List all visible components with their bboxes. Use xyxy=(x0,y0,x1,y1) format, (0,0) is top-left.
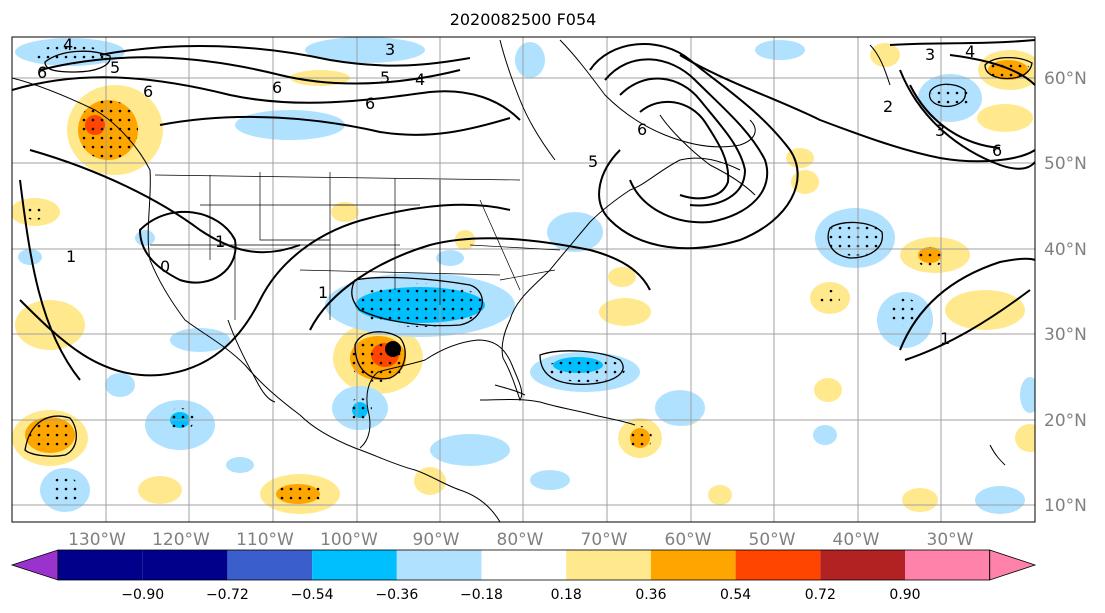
storm-center-marker xyxy=(385,341,401,357)
lon-label: 60°W xyxy=(665,530,712,550)
colorbar-segment xyxy=(905,550,990,580)
lon-label: 130°W xyxy=(68,530,126,550)
lon-label: 90°W xyxy=(413,530,460,550)
contour-label: 6 xyxy=(143,82,153,101)
lon-label: 40°W xyxy=(833,530,880,550)
colorbar-tick-label: −0.36 xyxy=(375,587,418,603)
colorbar-tick-label: −0.18 xyxy=(460,587,503,603)
colorbar-segment xyxy=(481,550,567,580)
lat-label: 20°N xyxy=(1044,411,1087,431)
contour-label: 0 xyxy=(160,257,170,276)
lat-label: 30°N xyxy=(1044,325,1087,345)
colorbar-segment xyxy=(227,550,313,580)
map-frame xyxy=(11,36,1036,523)
colorbar-extend-high xyxy=(989,549,1037,581)
lon-label: 70°W xyxy=(581,530,628,550)
lat-label: 50°N xyxy=(1044,154,1087,174)
colorbar-segment xyxy=(312,550,397,580)
colorbar-extend-low xyxy=(10,549,59,581)
contour-label: 1 xyxy=(318,283,328,302)
colorbar-tick-label: 0.54 xyxy=(720,587,751,603)
colorbar-frame xyxy=(57,549,991,581)
lon-label: 100°W xyxy=(320,530,378,550)
colorbar-tick-label: −0.54 xyxy=(291,587,334,603)
borders xyxy=(150,172,561,320)
contour-label: 5 xyxy=(588,152,598,171)
colorbar-tick-label: 0.36 xyxy=(635,587,666,603)
lat-label: 60°N xyxy=(1044,69,1087,89)
colorbar-tick-label: 0.18 xyxy=(551,587,582,603)
longitude-labels: 130°W 120°W 110°W 100°W 90°W 80°W 70°W 6… xyxy=(68,530,974,550)
contour-label: 2 xyxy=(883,97,893,116)
contour-label: 4 xyxy=(415,70,425,89)
contour-labels: 4 5 3 6 6 5 4 6 6 5 6 1 1 0 1 3 4 2 3 6 … xyxy=(37,35,1002,348)
lon-label: 30°W xyxy=(927,530,974,550)
lat-label: 40°N xyxy=(1044,240,1087,260)
contour-label: 1 xyxy=(66,247,76,266)
contours xyxy=(12,39,1035,457)
colorbar-segment xyxy=(735,550,821,580)
contour-label: 3 xyxy=(935,121,945,140)
contour-label: 1 xyxy=(215,232,225,251)
colorbar-tick-label: 0.72 xyxy=(805,587,836,603)
colorbar-tick-label: −0.90 xyxy=(121,587,164,603)
colorbar-segment xyxy=(566,550,651,580)
contour-label: 6 xyxy=(365,94,375,113)
colorbar: −0.90 −0.72 −0.54 −0.36 −0.18 0.18 0.36 … xyxy=(10,549,1037,603)
contour-label: 6 xyxy=(37,63,47,82)
colorbar-segment xyxy=(58,550,143,580)
colorbar-tick-label: −0.72 xyxy=(206,587,249,603)
lon-label: 120°W xyxy=(152,530,210,550)
contour-label: 6 xyxy=(272,78,282,97)
contour-label: 3 xyxy=(385,40,395,59)
latitude-labels: 60°N 50°N 40°N 30°N 20°N 10°N xyxy=(1044,69,1087,516)
colorbar-segment xyxy=(396,550,482,580)
colorbar-ticks: −0.90 −0.72 −0.54 −0.36 −0.18 0.18 0.36 … xyxy=(121,587,920,603)
contour-label: 6 xyxy=(992,141,1002,160)
contour-label: 1 xyxy=(940,329,950,348)
lon-label: 50°W xyxy=(749,530,796,550)
lon-label: 80°W xyxy=(497,530,544,550)
contour-label: 4 xyxy=(965,42,975,61)
colorbar-segment xyxy=(142,550,228,580)
contour-label: 5 xyxy=(380,68,390,87)
lat-label: 10°N xyxy=(1044,496,1087,516)
colorbar-segment xyxy=(650,550,736,580)
contour-label: 3 xyxy=(925,45,935,64)
contour-label: 6 xyxy=(637,120,647,139)
colorbar-segment xyxy=(820,550,905,580)
contour-label: 5 xyxy=(110,58,120,77)
lon-label: 110°W xyxy=(236,530,294,550)
coastlines xyxy=(12,39,1006,522)
contour-label: 4 xyxy=(63,35,73,54)
colorbar-tick-label: 0.90 xyxy=(889,587,920,603)
figure-title: 2020082500 F054 xyxy=(450,10,597,29)
map-panel: 4 5 3 6 6 5 4 6 6 5 6 1 1 0 1 3 4 2 3 6 … xyxy=(11,35,1087,550)
